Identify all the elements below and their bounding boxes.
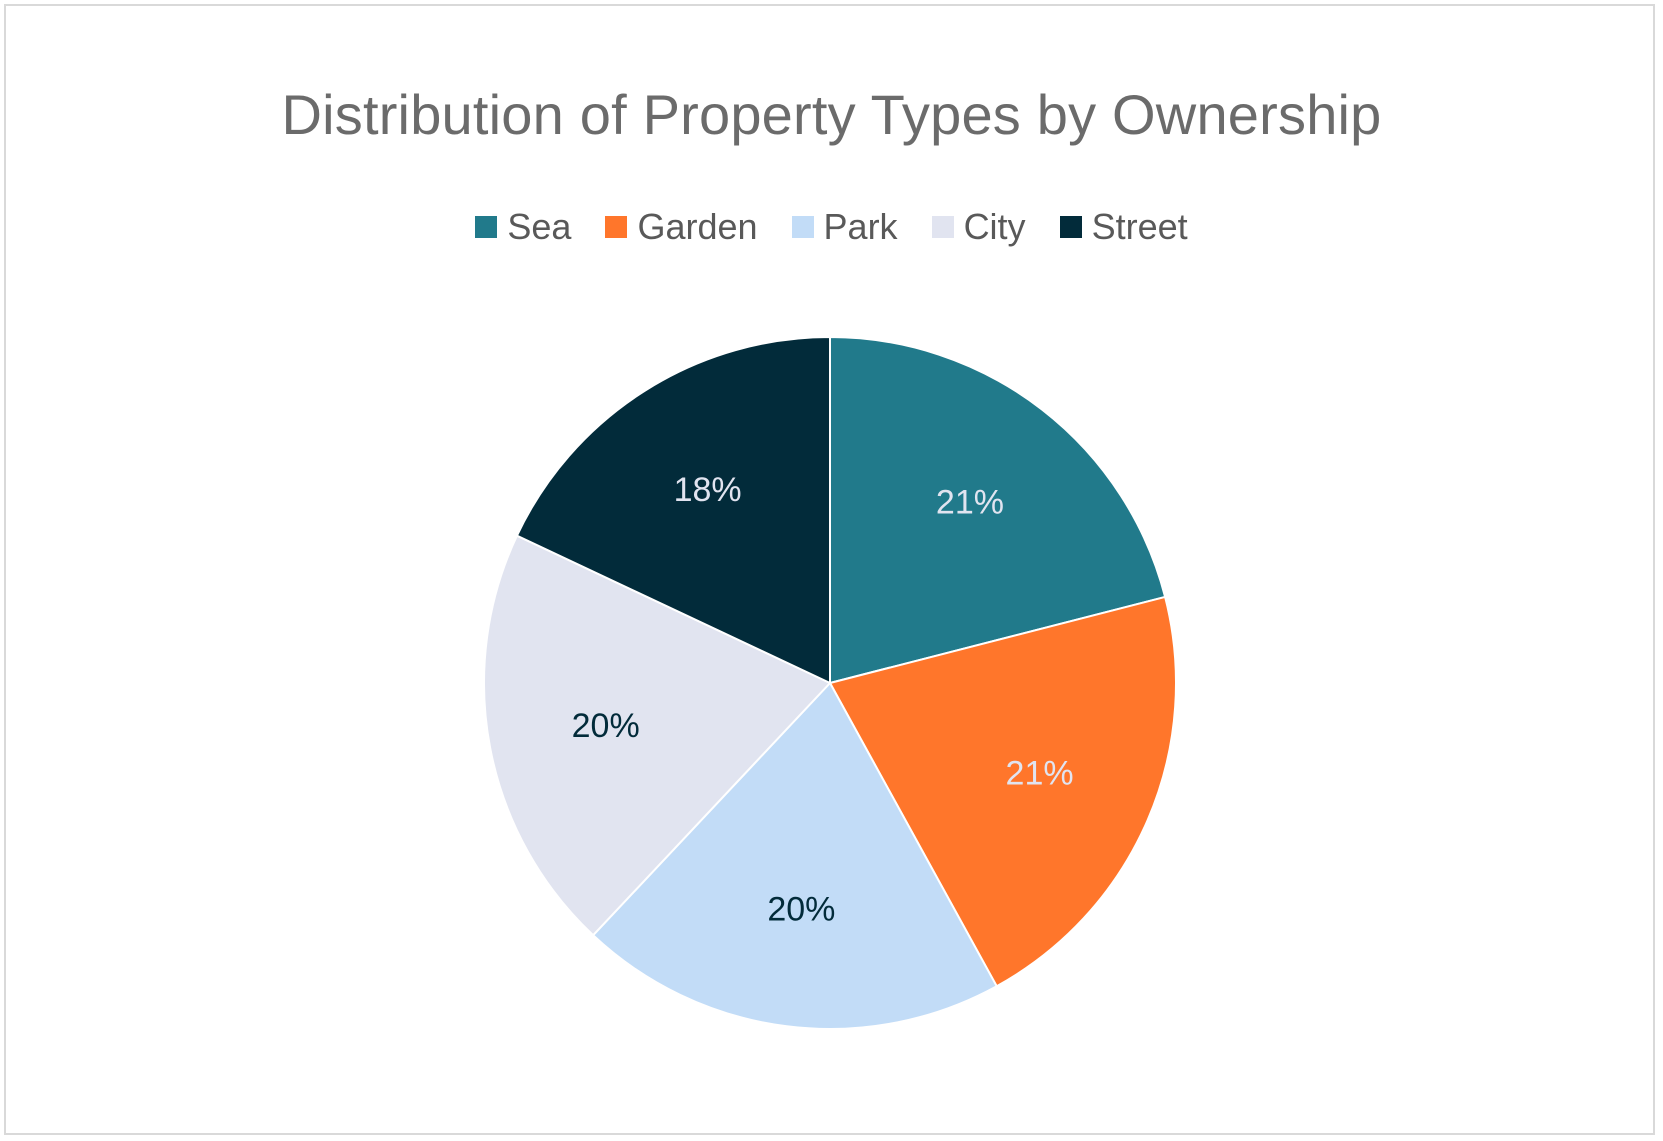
pie-slice-street[interactable]: [515, 335, 831, 685]
pie-slice-city[interactable]: [483, 534, 832, 937]
data-label-city: 20%: [572, 707, 640, 745]
legend-item-sea[interactable]: Sea: [475, 206, 571, 248]
pie-slice-sea[interactable]: [829, 335, 1167, 685]
legend-swatch-garden: [605, 216, 628, 238]
pie-slice-garden[interactable]: [828, 595, 1177, 988]
legend-label-park: Park: [823, 206, 898, 247]
legend-item-city[interactable]: City: [931, 206, 1026, 248]
legend-swatch-city: [931, 216, 954, 238]
legend-item-garden[interactable]: Garden: [605, 206, 758, 248]
legend-swatch-sea: [475, 216, 498, 238]
data-label-street: 18%: [674, 471, 742, 509]
legend-label-street: Street: [1091, 206, 1188, 247]
legend-swatch-street: [1059, 216, 1082, 238]
data-label-sea: 21%: [936, 484, 1004, 522]
legend-label-sea: Sea: [507, 206, 572, 247]
legend-label-garden: Garden: [637, 206, 758, 247]
data-label-garden: 21%: [1006, 755, 1074, 793]
data-label-park: 20%: [767, 891, 835, 929]
chart-title: Distribution of Property Types by Owners…: [281, 83, 1382, 146]
legend-swatch-park: [791, 216, 814, 238]
legend-item-park[interactable]: Park: [791, 206, 898, 248]
legend-item-street[interactable]: Street: [1059, 206, 1188, 248]
legend-label-city: City: [963, 206, 1026, 247]
pie-slice-park[interactable]: [591, 681, 999, 1030]
legend: Sea Garden Park City Street: [0, 205, 1663, 249]
